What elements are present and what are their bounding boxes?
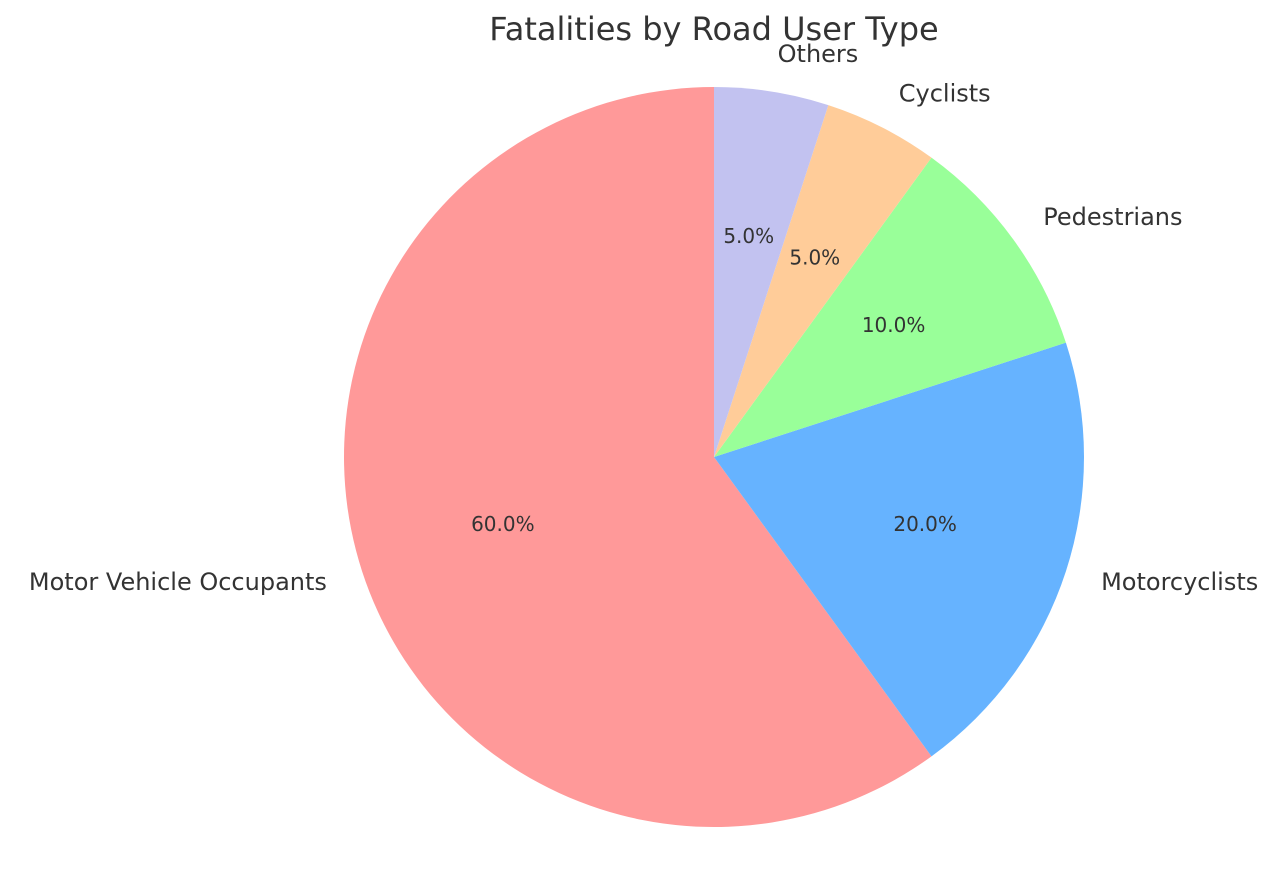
percent-label-others: 5.0% bbox=[723, 224, 774, 248]
pie-slice-cyclists bbox=[714, 105, 932, 457]
pie-slice-motorcyclists bbox=[714, 342, 1084, 757]
pie-slice-pedestrians bbox=[714, 157, 1066, 458]
slice-label-motor-vehicle-occupants: Motor Vehicle Occupants bbox=[29, 568, 327, 596]
slice-label-cyclists: Cyclists bbox=[899, 79, 991, 107]
percent-label-pedestrians: 10.0% bbox=[862, 313, 926, 337]
slice-label-pedestrians: Pedestrians bbox=[1043, 203, 1182, 231]
slice-label-others: Others bbox=[778, 40, 859, 68]
pie-slice-motor-vehicle-occupants bbox=[344, 87, 932, 827]
pie-slice-others bbox=[714, 87, 829, 457]
percent-label-cyclists: 5.0% bbox=[789, 246, 840, 270]
pie-percent-labels: 60.0% 20.0% 10.0% 5.0% 5.0% bbox=[471, 224, 957, 536]
pie-slices bbox=[344, 87, 1084, 827]
percent-label-motor-vehicle-occupants: 60.0% bbox=[471, 512, 535, 536]
slice-label-motorcyclists: Motorcyclists bbox=[1101, 568, 1258, 596]
chart-title: Fatalities by Road User Type bbox=[489, 10, 938, 48]
percent-label-motorcyclists: 20.0% bbox=[893, 512, 957, 536]
pie-slice-labels: Motor Vehicle Occupants Motorcyclists Pede… bbox=[29, 40, 1258, 596]
